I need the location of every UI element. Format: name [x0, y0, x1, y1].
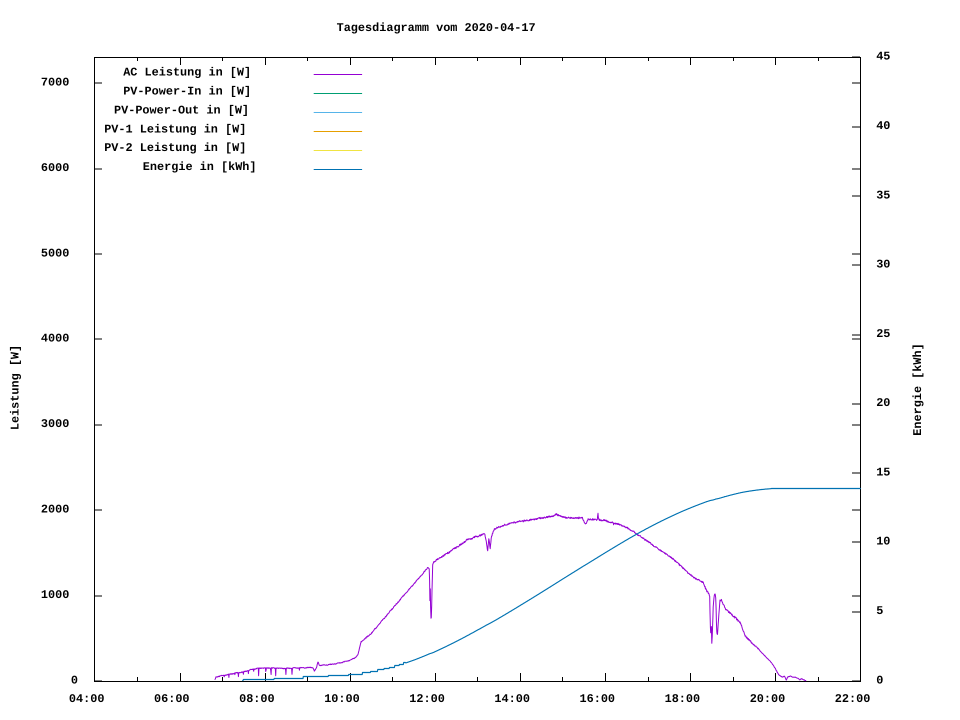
svg-text:0: 0: [876, 673, 883, 687]
svg-text:30: 30: [876, 258, 890, 272]
svg-text:0: 0: [71, 673, 78, 687]
svg-text:Energie [kWh]: Energie [kWh]: [911, 343, 925, 435]
svg-text:5: 5: [876, 604, 883, 618]
svg-text:45: 45: [876, 50, 890, 64]
svg-text:04:00: 04:00: [69, 692, 105, 706]
svg-text:6000: 6000: [41, 161, 69, 175]
svg-text:1000: 1000: [41, 588, 69, 602]
svg-text:5000: 5000: [41, 246, 69, 260]
svg-text:Tagesdiagramm vom 2020-04-17: Tagesdiagramm vom 2020-04-17: [337, 21, 536, 35]
svg-text:14:00: 14:00: [494, 692, 530, 706]
svg-text:PV-Power-In in [W]: PV-Power-In in [W]: [123, 85, 251, 99]
svg-text:4000: 4000: [41, 332, 69, 346]
svg-text:PV-1 Leistung in [W]: PV-1 Leistung in [W]: [104, 122, 246, 136]
svg-text:12:00: 12:00: [409, 692, 445, 706]
svg-text:7000: 7000: [41, 76, 69, 90]
svg-text:22:00: 22:00: [835, 692, 871, 706]
svg-text:Leistung [W]: Leistung [W]: [9, 345, 23, 430]
svg-text:Energie in [kWh]: Energie in [kWh]: [143, 160, 257, 174]
svg-text:35: 35: [876, 188, 890, 202]
svg-text:10:00: 10:00: [324, 692, 360, 706]
svg-text:18:00: 18:00: [665, 692, 701, 706]
svg-text:20:00: 20:00: [750, 692, 786, 706]
svg-text:2000: 2000: [41, 503, 69, 517]
svg-text:10: 10: [876, 535, 890, 549]
svg-text:40: 40: [876, 119, 890, 133]
svg-text:08:00: 08:00: [239, 692, 275, 706]
svg-text:15: 15: [876, 465, 890, 479]
svg-text:20: 20: [876, 396, 890, 410]
svg-text:06:00: 06:00: [154, 692, 190, 706]
svg-text:25: 25: [876, 327, 890, 341]
svg-text:3000: 3000: [41, 417, 69, 431]
svg-text:PV-2 Leistung in [W]: PV-2 Leistung in [W]: [104, 141, 246, 155]
svg-text:16:00: 16:00: [580, 692, 616, 706]
svg-text:AC Leistung in [W]: AC Leistung in [W]: [123, 66, 251, 80]
svg-text:PV-Power-Out in [W]: PV-Power-Out in [W]: [114, 103, 249, 117]
